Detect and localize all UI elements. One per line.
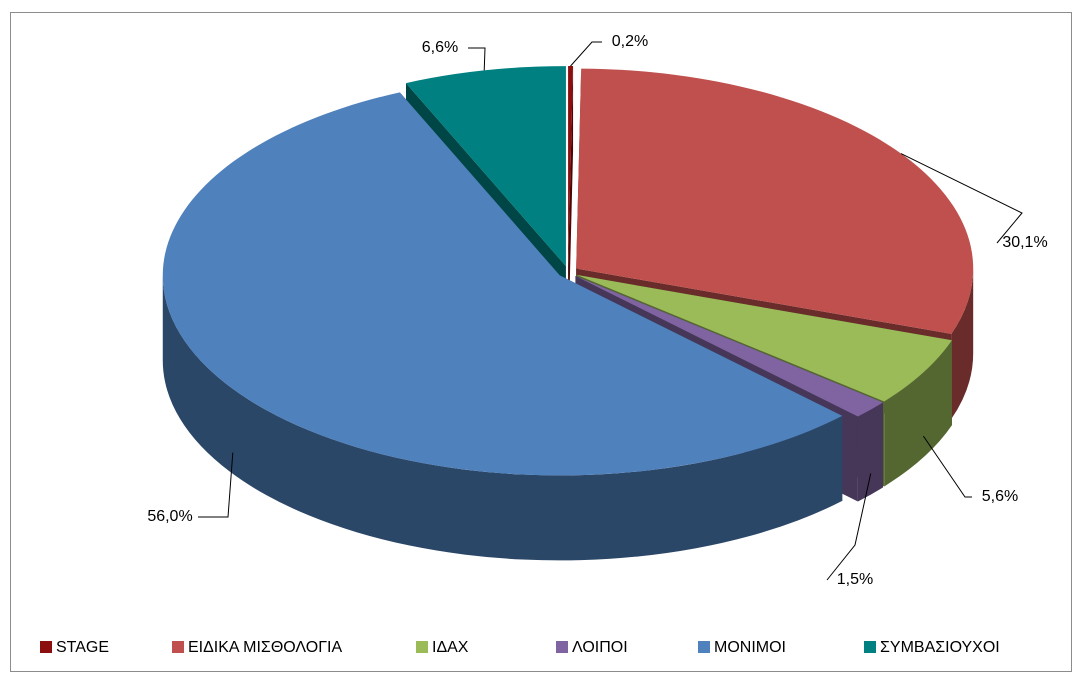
legend-swatch: [556, 641, 568, 653]
legend-swatch: [864, 641, 876, 653]
tops: [162, 66, 974, 476]
slice: [575, 276, 883, 417]
slice: [576, 274, 952, 402]
slice-side: [162, 275, 843, 561]
data-label: 30,1%: [1002, 234, 1047, 251]
leader-line: [570, 41, 602, 67]
legend-swatch: [40, 641, 52, 653]
leader-line: [923, 435, 972, 498]
legend-label: ΕΙΔΙΚΑ ΜΙΣΘΟΛΟΓΙΑ: [188, 639, 342, 656]
slice-side: [951, 268, 974, 419]
slice-side: [857, 402, 883, 502]
legend-label: ΙΔΑΧ: [432, 639, 469, 656]
slice: [405, 66, 566, 267]
data-label: 6,6%: [422, 39, 458, 56]
leader-line: [468, 47, 486, 71]
legend-swatch: [416, 641, 428, 653]
data-label: 56,0%: [147, 508, 192, 525]
data-label: 0,2%: [612, 33, 648, 50]
data-label: 5,6%: [982, 488, 1018, 505]
legend-label: ΛΟΙΠΟΙ: [572, 639, 628, 656]
leader-line: [826, 473, 872, 581]
labels: 0,2% 30,1% 5,6% 1,5% 56,0% 6,6%: [147, 33, 1047, 588]
legend-swatch: [698, 641, 710, 653]
leader-line: [900, 153, 1023, 244]
legend-label: ΣΥΜΒΑΣΙΟΥΧΟΙ: [880, 639, 1000, 656]
legend-swatch: [172, 641, 184, 653]
slice: [568, 66, 574, 267]
slice: [576, 68, 974, 334]
slice-face: [568, 66, 574, 352]
slice: [162, 92, 843, 476]
leader-line: [198, 452, 234, 518]
slice-side: [884, 340, 952, 487]
legend-label: ΜΟΝΙΜΟΙ: [714, 639, 786, 656]
legend-label: STAGE: [56, 639, 109, 656]
data-label: 1,5%: [837, 571, 873, 588]
